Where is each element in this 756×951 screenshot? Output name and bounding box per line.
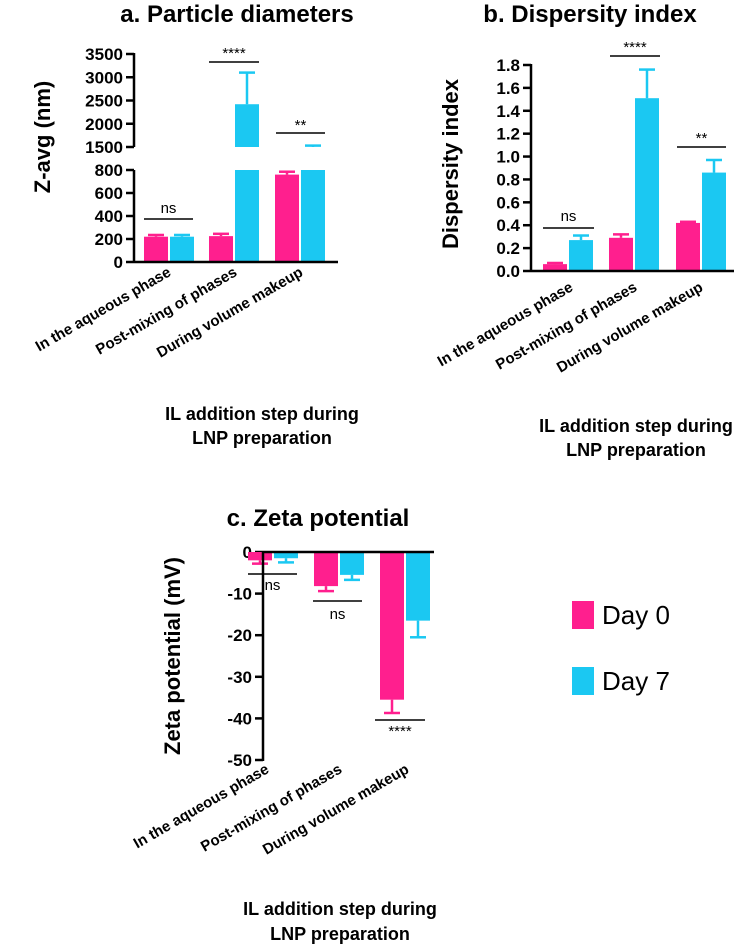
panel-b-tick-label-5: 1.0 bbox=[496, 148, 520, 167]
panel-a-tick-label-3: 600 bbox=[95, 184, 123, 203]
panel-a-significance: ns****** bbox=[144, 45, 325, 220]
panel-a-bar-1-2-lower bbox=[301, 170, 325, 262]
panel-c-tick-label-0: 0 bbox=[243, 543, 252, 562]
panel-b-sig-label-0: ns bbox=[561, 208, 577, 225]
panel-c-title: c. Zeta potential bbox=[227, 505, 410, 532]
panel-c-axes bbox=[261, 550, 434, 761]
panel-c-xlabel-line2: LNP preparation bbox=[270, 924, 410, 944]
panel-a-sig-label-0: ns bbox=[161, 200, 177, 217]
panel-c-sig-label-1: ns bbox=[330, 606, 346, 623]
panel-c-sig-label-2: **** bbox=[388, 723, 412, 740]
panel-c-bar-0-2 bbox=[380, 552, 404, 700]
panel-b-tick-label-2: 0.4 bbox=[496, 216, 520, 235]
legend-label-day0: Day 0 bbox=[602, 600, 670, 630]
panel-a-sig-label-1: **** bbox=[222, 45, 246, 62]
panel-c-significance: ns ns **** bbox=[248, 573, 425, 740]
panel-a: a. Particle diameters Z-avg (nm) 0 200 400… bbox=[30, 1, 359, 448]
panel-a-xlabel-line2: LNP preparation bbox=[192, 428, 332, 448]
panel-b-bar-0-0 bbox=[543, 264, 567, 271]
panel-c-tick-label-2: -20 bbox=[227, 626, 252, 645]
panel-b-title: b. Dispersity index bbox=[483, 1, 697, 28]
panel-b-tick-label-3: 0.6 bbox=[496, 193, 520, 212]
panel-b-tick-label-8: 1.6 bbox=[496, 79, 520, 98]
panel-a-bar-0-1 bbox=[209, 236, 233, 262]
panel-b-sig-label-1: **** bbox=[623, 39, 647, 56]
panel-a-bar-1-1-upper bbox=[235, 104, 259, 147]
panel-b-tick-label-1: 0.2 bbox=[496, 239, 520, 258]
panel-b-xlabel-line1: IL addition step during bbox=[539, 416, 733, 436]
panel-a-ylabel: Z-avg (nm) bbox=[30, 81, 55, 193]
panel-a-tick-label-1: 200 bbox=[95, 230, 123, 249]
panel-b-tick-label-4: 0.8 bbox=[496, 170, 520, 189]
panel-a-title: a. Particle diameters bbox=[120, 1, 353, 28]
panel-c-y-ticks: 0 -10 -20 -30 -40 -50 bbox=[227, 543, 263, 770]
panel-a-sig-label-2: ** bbox=[295, 117, 307, 134]
panel-b-tick-label-7: 1.4 bbox=[496, 102, 520, 121]
panel-a-tick-label-9: 3500 bbox=[85, 45, 123, 64]
panel-c-bar-1-1 bbox=[340, 552, 364, 575]
panel-a-bar-0-2 bbox=[275, 174, 299, 262]
panel-a-tick-label-8: 3000 bbox=[85, 68, 123, 87]
panel-a-axes bbox=[132, 53, 338, 264]
legend: Day 0 Day 7 bbox=[572, 600, 670, 696]
panel-a-tick-label-2: 400 bbox=[95, 207, 123, 226]
panel-b-bars bbox=[543, 68, 726, 271]
panel-b-tick-label-0: 0.0 bbox=[496, 262, 520, 281]
panel-a-y-ticks: 0 200 400 600 800 1500 2000 2500 3000 3500 bbox=[85, 45, 134, 272]
panel-b-sig-label-2: ** bbox=[696, 130, 708, 147]
panel-c-sig-label-0: ns bbox=[265, 577, 281, 594]
panel-b-bar-1-0 bbox=[569, 240, 593, 271]
panel-b-bar-0-2 bbox=[676, 222, 700, 271]
panel-c-bars bbox=[248, 552, 430, 715]
legend-swatch-day0 bbox=[572, 601, 594, 629]
panel-b-tick-label-9: 1.8 bbox=[496, 56, 520, 75]
panel-a-bar-1-1-lower bbox=[235, 170, 259, 262]
panel-a-xlabel-line1: IL addition step during bbox=[165, 404, 359, 424]
panel-a-bar-1-0 bbox=[170, 236, 194, 262]
panel-a-tick-label-7: 2500 bbox=[85, 92, 123, 111]
panel-b-ylabel: Dispersity index bbox=[438, 78, 463, 249]
panel-a-tick-label-5: 1500 bbox=[85, 138, 123, 157]
panel-c-tick-label-4: -40 bbox=[227, 709, 252, 728]
panel-c-xlabel-line1: IL addition step during bbox=[243, 899, 437, 919]
legend-label-day7: Day 7 bbox=[602, 666, 670, 696]
panel-a-tick-label-4: 800 bbox=[95, 161, 123, 180]
panel-b-significance: ns****** bbox=[543, 39, 726, 229]
panel-b-bar-0-1 bbox=[609, 237, 633, 271]
panel-a-tick-label-0: 0 bbox=[114, 253, 123, 272]
panel-c-ylabel: Zeta potential (mV) bbox=[160, 557, 185, 755]
panel-b: b. Dispersity index Dispersity index 0.0… bbox=[435, 1, 734, 460]
panel-a-bar-0-0 bbox=[144, 236, 168, 262]
panel-b-bar-1-2 bbox=[702, 172, 726, 271]
panel-c-bar-1-0 bbox=[274, 552, 298, 559]
panel-b-y-ticks: 0.0 0.2 0.4 0.6 0.8 1.0 1.2 1.4 1.6 1.8 bbox=[496, 56, 531, 281]
panel-a-bars bbox=[144, 71, 325, 262]
panel-c-bar-0-1 bbox=[314, 552, 338, 587]
panel-b-axes bbox=[529, 64, 734, 273]
panel-c-tick-label-5: -50 bbox=[227, 751, 252, 770]
panel-b-bar-1-1 bbox=[635, 98, 659, 271]
panel-c-bar-1-2 bbox=[406, 552, 430, 621]
panel-c-tick-label-3: -30 bbox=[227, 668, 252, 687]
panel-b-xlabel-line2: LNP preparation bbox=[566, 440, 706, 460]
panel-c-bar-0-0 bbox=[248, 552, 272, 561]
panel-c: c. Zeta potential Zeta potential (mV) 0 -… bbox=[131, 505, 437, 944]
panel-c-tick-label-1: -10 bbox=[227, 585, 252, 604]
panel-a-tick-label-6: 2000 bbox=[85, 115, 123, 134]
legend-swatch-day7 bbox=[572, 667, 594, 695]
panel-b-tick-label-6: 1.2 bbox=[496, 125, 520, 144]
